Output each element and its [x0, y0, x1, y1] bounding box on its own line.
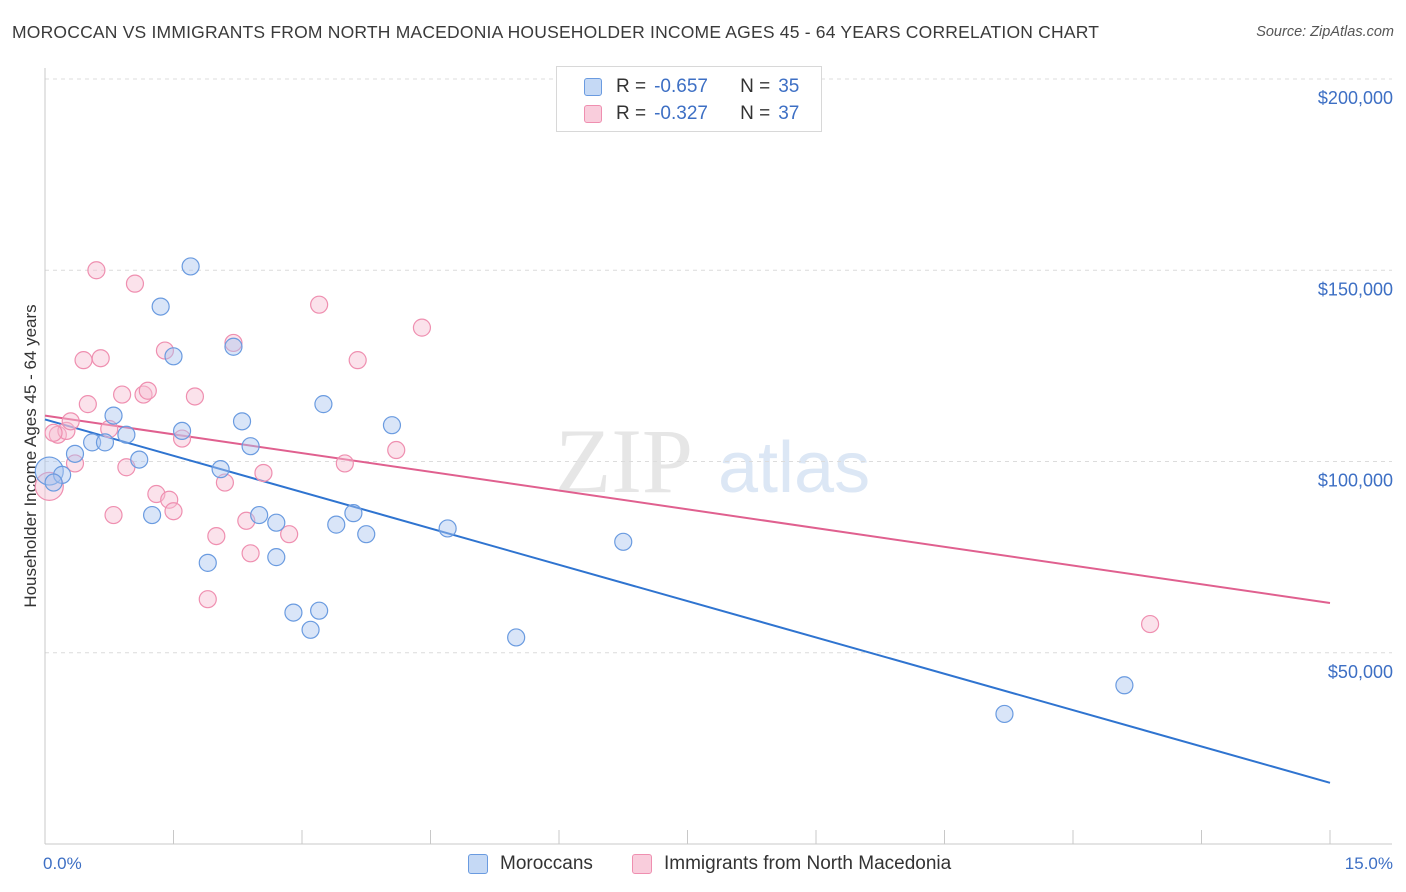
point-moroccans	[44, 473, 63, 492]
series-moroccans-points	[34, 257, 1134, 724]
point-macedonia	[125, 274, 145, 293]
point-moroccans	[301, 620, 320, 639]
point-moroccans	[507, 628, 526, 647]
point-moroccans	[164, 347, 183, 366]
point-moroccans	[172, 421, 192, 440]
point-moroccans	[181, 257, 200, 276]
legend-r-value-moroccans: -0.657	[654, 76, 708, 97]
bottom-legend-label-macedonia: Immigrants from North Macedonia	[664, 853, 952, 874]
x-tick-label-min: 0.0%	[43, 854, 82, 873]
point-macedonia	[185, 387, 205, 406]
point-moroccans	[357, 525, 376, 544]
point-macedonia	[112, 385, 132, 404]
point-macedonia	[74, 351, 93, 370]
point-moroccans	[95, 433, 115, 452]
point-macedonia	[215, 473, 234, 492]
point-moroccans	[314, 395, 333, 414]
point-macedonia	[138, 381, 157, 400]
x-tick-label-max: 15.0%	[1345, 854, 1393, 873]
legend: R = -0.657 N = 35 R = -0.327 N = 37	[556, 66, 822, 132]
point-moroccans	[104, 406, 123, 425]
bottom-legend-macedonia: Immigrants from North Macedonia	[632, 852, 951, 876]
point-macedonia	[78, 395, 97, 414]
point-moroccans	[142, 505, 162, 525]
point-moroccans	[344, 504, 363, 523]
point-moroccans	[284, 603, 303, 622]
point-macedonia	[44, 423, 63, 442]
point-moroccans	[614, 532, 633, 551]
point-macedonia	[61, 412, 80, 431]
point-macedonia	[198, 590, 217, 609]
x-ticks	[44, 830, 1331, 844]
point-moroccans	[267, 513, 286, 532]
point-macedonia	[348, 351, 367, 370]
point-moroccans	[211, 460, 230, 479]
point-macedonia	[387, 440, 406, 460]
point-macedonia	[241, 544, 260, 563]
point-moroccans	[117, 425, 136, 444]
point-macedonia	[164, 502, 183, 521]
point-moroccans	[83, 433, 102, 452]
point-macedonia	[224, 333, 243, 353]
bottom-legend-swatch-moroccans	[468, 854, 488, 874]
legend-r-value-macedonia: -0.327	[654, 103, 708, 124]
legend-swatch-macedonia	[584, 105, 602, 123]
legend-swatch-moroccans	[584, 78, 602, 96]
point-moroccans	[438, 519, 457, 538]
point-macedonia	[65, 454, 85, 473]
point-moroccans	[198, 553, 217, 572]
y-tick-label: $50,000	[1328, 662, 1393, 682]
y-tick-label: $100,000	[1318, 471, 1393, 491]
point-macedonia	[172, 429, 192, 448]
point-macedonia	[91, 349, 110, 368]
point-moroccans	[267, 548, 286, 567]
point-moroccans	[224, 337, 243, 356]
chart-title: MOROCCAN VS IMMIGRANTS FROM NORTH MACEDO…	[12, 22, 1100, 42]
bottom-legend-swatch-macedonia	[632, 854, 652, 874]
point-moroccans	[130, 450, 149, 469]
legend-r-label: R =	[616, 76, 647, 97]
point-moroccans	[232, 412, 252, 431]
point-macedonia	[34, 471, 64, 501]
y-tick-labels: $50,000 $100,000 $150,000 $200,000	[1318, 88, 1393, 682]
legend-r-label: R =	[616, 103, 647, 124]
point-moroccans	[995, 704, 1014, 724]
point-moroccans	[327, 515, 346, 534]
point-moroccans	[241, 437, 260, 456]
bottom-legend-label-moroccans: Moroccans	[500, 853, 593, 874]
point-moroccans	[310, 601, 329, 620]
point-macedonia	[254, 463, 273, 483]
legend-row-moroccans: R = -0.657 N = 35	[557, 73, 799, 101]
legend-row-macedonia: R = -0.327 N = 37	[557, 100, 799, 128]
point-moroccans	[250, 505, 269, 525]
y-tick-label: $200,000	[1318, 88, 1393, 108]
point-macedonia	[100, 419, 119, 439]
point-macedonia	[87, 261, 106, 280]
point-moroccans	[1115, 676, 1134, 695]
point-macedonia	[1140, 614, 1160, 634]
point-moroccans	[151, 297, 170, 316]
point-macedonia	[104, 505, 123, 525]
bottom-legend-moroccans: Moroccans	[468, 852, 593, 876]
point-moroccans	[65, 444, 85, 463]
point-macedonia	[310, 295, 329, 314]
series-macedonia-points	[34, 261, 1160, 634]
legend-n-label: N =	[740, 103, 771, 124]
point-macedonia	[280, 525, 299, 544]
watermark-atlas: atlas	[718, 428, 870, 508]
point-macedonia	[335, 454, 354, 473]
legend-n-label: N =	[740, 76, 771, 97]
point-macedonia	[412, 318, 432, 337]
gridlines	[45, 78, 1392, 654]
y-axis-label: Householder Income Ages 45 - 64 years	[21, 304, 40, 607]
legend-n-value-macedonia: 37	[778, 103, 800, 124]
legend-n-value-moroccans: 35	[778, 76, 800, 97]
y-tick-label: $150,000	[1318, 279, 1393, 299]
point-moroccans	[382, 416, 402, 435]
source-label: Source: ZipAtlas.com	[1256, 24, 1394, 40]
point-moroccans	[34, 456, 64, 486]
point-macedonia	[160, 490, 179, 509]
point-macedonia	[207, 526, 226, 546]
